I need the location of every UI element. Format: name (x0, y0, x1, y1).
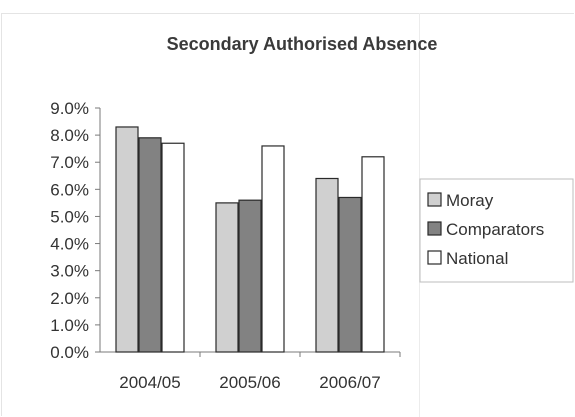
bar-moray-2004-05 (115, 126, 139, 353)
legend-swatch-moray (427, 192, 442, 207)
y-tick-label: 5.0% (50, 207, 89, 226)
legend-label-national: National (446, 249, 508, 268)
x-tick-label: 2005/06 (219, 373, 280, 392)
y-tick-label: 6.0% (50, 180, 89, 199)
bar-moray-2006-07 (315, 177, 339, 353)
x-tick-label: 2004/05 (119, 373, 180, 392)
bar-comparators-2004-05 (138, 137, 162, 353)
legend-label-comparators: Comparators (446, 220, 544, 239)
chart-area-border (1, 13, 574, 416)
y-tick-label: 8.0% (50, 126, 89, 145)
bar-comparators-2006-07 (338, 196, 362, 353)
bar-comparators-2005-06 (238, 199, 262, 353)
bar-national-2005-06 (261, 145, 285, 353)
y-tick-label: 3.0% (50, 262, 89, 281)
bar-national-2004-05 (161, 142, 185, 353)
legend-box (419, 178, 574, 283)
y-tick-label: 2.0% (50, 289, 89, 308)
y-tick-label: 4.0% (50, 235, 89, 254)
bar-national-2006-07 (361, 156, 385, 353)
legend-label-moray: Moray (446, 191, 494, 210)
legend: Moray Comparators National (419, 178, 574, 283)
plot-area: 0.0% 1.0% 2.0% 3.0% 4.0% 5.0% 6.0% 7.0% 8.0% 9.0%… (50, 99, 401, 392)
y-tick-label: 0.0% (50, 343, 89, 362)
y-tick-label: 1.0% (50, 316, 89, 335)
y-tick-label: 7.0% (50, 153, 89, 172)
chart-title: Secondary Authorised Absence (167, 34, 438, 54)
x-tick-label: 2006/07 (319, 373, 380, 392)
bar-moray-2005-06 (215, 202, 239, 353)
legend-swatch-comparators (427, 221, 442, 236)
y-tick-label: 9.0% (50, 99, 89, 118)
legend-swatch-national (427, 250, 442, 265)
